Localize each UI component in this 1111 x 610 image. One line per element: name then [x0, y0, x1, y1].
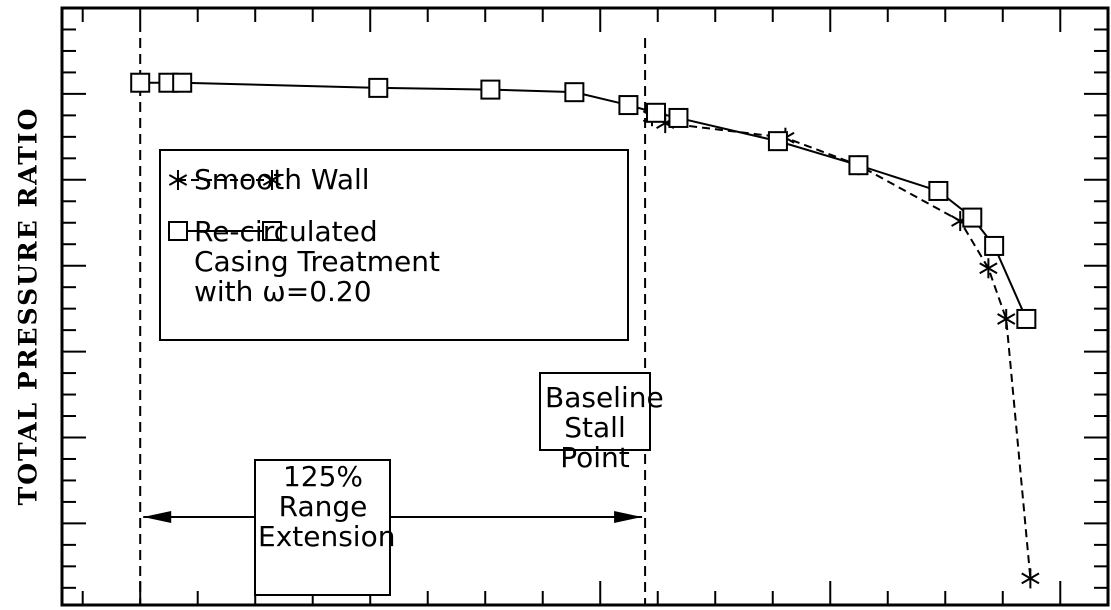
legend-marker — [262, 221, 282, 241]
data-point — [984, 235, 1005, 256]
legend-box — [159, 149, 629, 341]
y-axis-label: TOTAL PRESSURE RATIO — [14, 107, 43, 506]
data-point — [997, 308, 1016, 329]
data-point — [848, 155, 869, 176]
annotation: Baseline Stall Point — [545, 381, 664, 474]
star-stroke — [997, 313, 1016, 325]
data-point — [480, 79, 501, 100]
data-point — [130, 72, 151, 93]
data-point — [172, 72, 193, 93]
series-line — [651, 115, 1032, 579]
arrow-head — [143, 511, 172, 523]
data-point — [564, 82, 585, 103]
data-point — [618, 95, 639, 116]
plot-frame — [60, 6, 1110, 607]
legend-label: Smooth Wall — [194, 163, 370, 196]
annotation-box — [539, 372, 651, 451]
data-point — [646, 102, 667, 123]
legend-label: Re-circulated Casing Treatment with ω=0.… — [194, 215, 440, 308]
legend-marker — [168, 221, 188, 241]
data-point — [668, 107, 689, 128]
star-stroke — [1021, 572, 1040, 585]
star-stroke — [168, 174, 188, 186]
data-point — [962, 207, 983, 228]
annotation: 125% Range Extension — [258, 460, 396, 553]
star-stroke — [979, 262, 998, 275]
legend-marker — [262, 170, 282, 190]
data-point — [368, 77, 389, 98]
data-point — [928, 180, 949, 201]
data-point — [979, 258, 998, 279]
star-stroke — [262, 174, 282, 186]
arrow-head — [614, 511, 643, 523]
annotation-box — [254, 459, 391, 596]
data-point — [767, 131, 788, 152]
data-point — [1016, 308, 1037, 329]
data-point — [1021, 568, 1040, 589]
legend-marker — [168, 170, 188, 190]
